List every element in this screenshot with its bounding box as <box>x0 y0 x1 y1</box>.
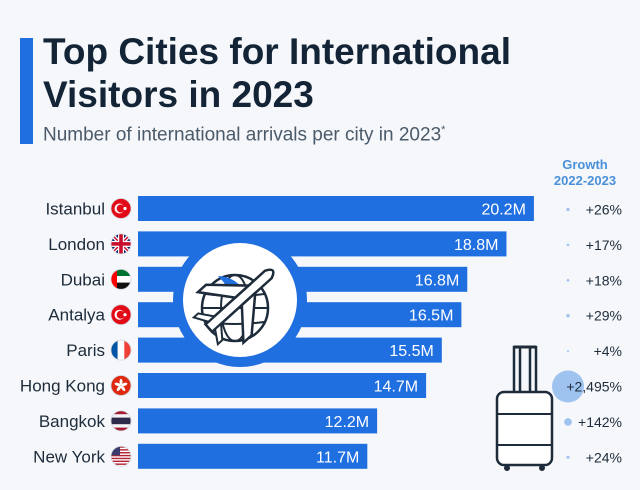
france-flag-icon <box>110 339 132 361</box>
uk-flag-icon <box>110 233 132 255</box>
city-label: New York <box>33 447 105 466</box>
city-label: London <box>48 235 105 254</box>
airplane-globe-icon <box>173 233 307 367</box>
bar-value-label: 14.7M <box>374 379 418 396</box>
bar-row: Hong Kong 14.7M <box>20 373 427 398</box>
growth-layer: +26% +17% +18% +29% +4% +2,495% +142% +24% <box>552 202 622 465</box>
growth-header-title: Growth <box>562 157 608 172</box>
chart-subtitle: Number of international arrivals per cit… <box>43 124 445 146</box>
growth-column-header: Growth 2022-2023 <box>540 157 630 189</box>
thailand-flag-icon <box>110 410 132 432</box>
growth-label: +24% <box>586 449 622 465</box>
bar <box>138 408 378 434</box>
subtitle-text: Number of international arrivals per cit… <box>43 124 442 146</box>
growth-label: +18% <box>586 272 622 288</box>
turkey-flag-icon <box>110 198 132 219</box>
usa-flag-icon <box>110 445 132 467</box>
bar-value-label: 11.7M <box>316 449 359 466</box>
bar <box>138 196 534 221</box>
growth-label: +17% <box>586 237 622 253</box>
bar-value-label: 12.2M <box>325 414 369 431</box>
chart-title: Top Cities for International Visitors in… <box>43 31 511 115</box>
growth-bubble <box>566 278 570 282</box>
growth-label: +4% <box>594 343 622 359</box>
bar-row: New York 11.7M <box>33 443 368 469</box>
bar-value-label: 16.8M <box>415 272 459 289</box>
growth-bubble <box>552 370 584 403</box>
uae-flag-icon <box>110 268 132 290</box>
growth-label: +29% <box>586 308 622 324</box>
bar-value-label: 20.2M <box>481 202 525 219</box>
suitcase-icon <box>495 345 554 471</box>
growth-label: +142% <box>578 414 622 430</box>
bar-value-label: 18.8M <box>454 237 498 254</box>
subtitle-footnote-mark: * <box>441 124 446 136</box>
growth-header-period: 2022-2023 <box>553 173 617 188</box>
growth-bubble <box>566 455 570 459</box>
bar-value-label: 16.5M <box>409 308 453 325</box>
bar-row: Istanbul 20.2M <box>45 196 534 221</box>
title-accent-bar <box>20 38 33 144</box>
city-label: Paris <box>66 341 105 360</box>
city-label: Antalya <box>48 306 105 325</box>
growth-bubble <box>567 350 569 353</box>
growth-label: +2,495% <box>566 379 622 395</box>
growth-bubble <box>566 207 570 212</box>
growth-bubble <box>564 418 572 426</box>
city-label: Bangkok <box>39 412 106 431</box>
bar <box>138 373 427 398</box>
hong-kong-flag-icon <box>110 375 132 396</box>
bar-value-label: 15.5M <box>389 343 433 360</box>
city-label: Hong Kong <box>20 377 105 396</box>
bar-row: Bangkok 12.2M <box>39 408 378 434</box>
city-label: Dubai <box>61 270 105 289</box>
growth-bubble <box>566 243 570 247</box>
city-label: Istanbul <box>45 200 105 219</box>
growth-label: +26% <box>586 202 622 218</box>
turkey-flag-icon <box>110 304 132 326</box>
bar <box>138 443 368 469</box>
growth-bubble <box>566 313 570 318</box>
